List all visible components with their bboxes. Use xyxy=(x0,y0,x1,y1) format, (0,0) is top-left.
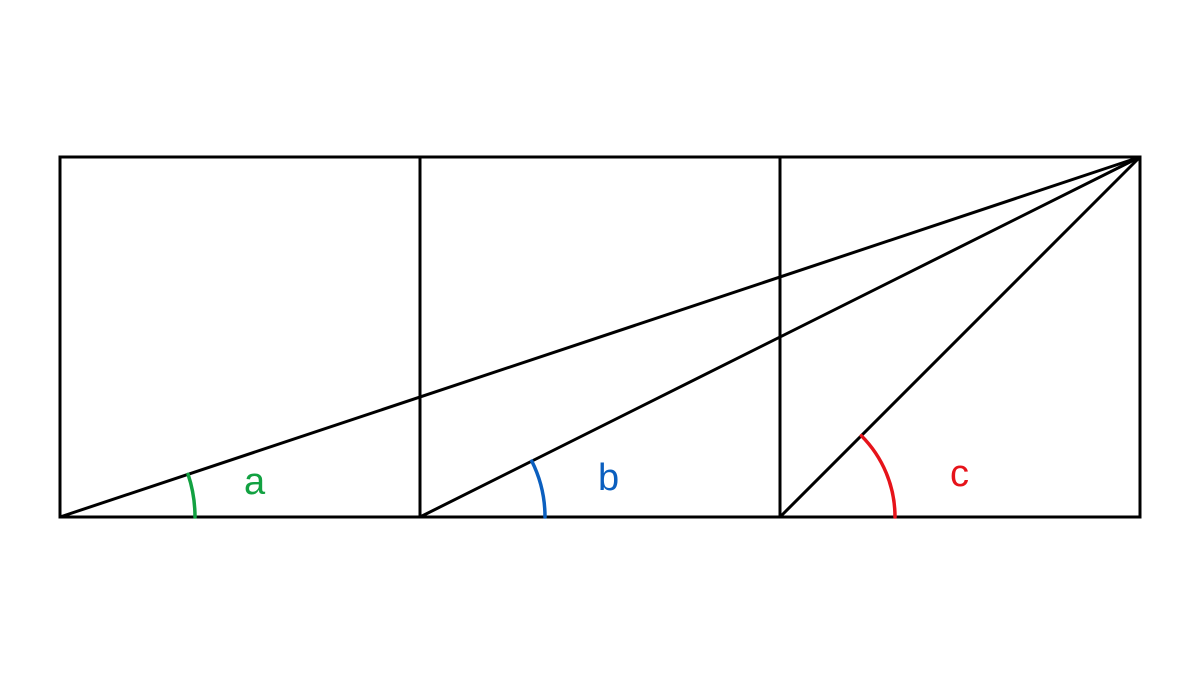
three-squares-angle-diagram: a b c xyxy=(0,0,1200,675)
angle-label-a: a xyxy=(244,461,266,503)
angle-label-c: c xyxy=(950,453,969,495)
angle-label-b: b xyxy=(598,457,619,499)
